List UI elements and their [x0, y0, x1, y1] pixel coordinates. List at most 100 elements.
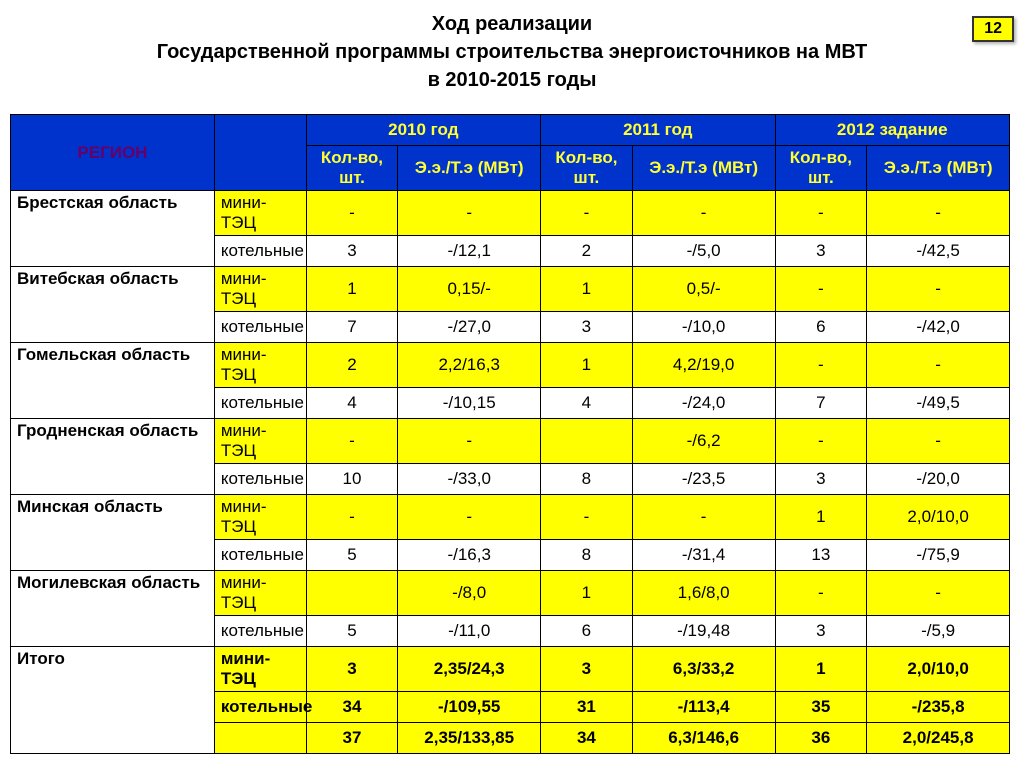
cell: - [867, 571, 1010, 616]
table-row: Витебская областьмини-ТЭЦ10,15/-10,5/--- [11, 267, 1010, 312]
type-cell: котельные [214, 540, 306, 571]
cell: - [398, 495, 541, 540]
hdr-pwr-1: Э.э./Т.э (МВт) [398, 146, 541, 191]
title-block: Ход реализации Государственной программы… [0, 10, 1024, 94]
region-name: Гродненская область [11, 419, 215, 495]
cell: 1 [541, 571, 633, 616]
cell [541, 419, 633, 464]
cell: 8 [541, 540, 633, 571]
cell: -/42,5 [867, 236, 1010, 267]
type-cell: мини-ТЭЦ [214, 419, 306, 464]
total-label: Итого [11, 647, 215, 754]
cell: -/10,0 [632, 312, 775, 343]
cell: 5 [306, 540, 398, 571]
type-cell: мини-ТЭЦ [214, 343, 306, 388]
title-2: Государственной программы строительства … [0, 38, 1024, 66]
cell: 0,15/- [398, 267, 541, 312]
cell: 1,6/8,0 [632, 571, 775, 616]
cell: 3 [775, 236, 867, 267]
cell: 2,0/10,0 [867, 495, 1010, 540]
cell: - [775, 191, 867, 236]
cell: 3 [306, 647, 398, 692]
type-cell: котельные [214, 312, 306, 343]
cell: 4,2/19,0 [632, 343, 775, 388]
cell: - [867, 419, 1010, 464]
type-cell: котельные [214, 464, 306, 495]
cell: 6 [775, 312, 867, 343]
cell: - [541, 495, 633, 540]
cell: -/109,55 [398, 692, 541, 723]
region-name: Гомельская область [11, 343, 215, 419]
cell: 5 [306, 616, 398, 647]
cell: - [775, 267, 867, 312]
cell: 2,0/10,0 [867, 647, 1010, 692]
hdr-region: РЕГИОН [11, 115, 215, 191]
cell: -/75,9 [867, 540, 1010, 571]
cell: 3 [775, 616, 867, 647]
cell: 37 [306, 723, 398, 754]
region-name: Витебская область [11, 267, 215, 343]
type-cell: котельные [214, 236, 306, 267]
cell: -/235,8 [867, 692, 1010, 723]
cell: - [398, 419, 541, 464]
cell: -/33,0 [398, 464, 541, 495]
cell: - [306, 419, 398, 464]
table-row: Гомельская областьмини-ТЭЦ22,2/16,314,2/… [11, 343, 1010, 388]
cell: -/6,2 [632, 419, 775, 464]
cell: 31 [541, 692, 633, 723]
cell: -/27,0 [398, 312, 541, 343]
cell: -/42,0 [867, 312, 1010, 343]
cell: 1 [306, 267, 398, 312]
cell: - [541, 191, 633, 236]
cell: 6,3/146,6 [632, 723, 775, 754]
table-row: Брестская областьмини-ТЭЦ------ [11, 191, 1010, 236]
cell: 1 [775, 647, 867, 692]
type-cell: мини-ТЭЦ [214, 647, 306, 692]
cell: 1 [541, 343, 633, 388]
cell: -/20,0 [867, 464, 1010, 495]
cell: 6,3/33,2 [632, 647, 775, 692]
cell: -/10,15 [398, 388, 541, 419]
cell: -/23,5 [632, 464, 775, 495]
hdr-pwr-3: Э.э./Т.э (МВт) [867, 146, 1010, 191]
cell: - [775, 571, 867, 616]
type-cell: котельные [214, 388, 306, 419]
cell: -/5,9 [867, 616, 1010, 647]
type-cell: котельные [214, 692, 306, 723]
type-cell: мини-ТЭЦ [214, 267, 306, 312]
cell: 2,0/245,8 [867, 723, 1010, 754]
hdr-2011: 2011 год [541, 115, 775, 146]
cell: -/49,5 [867, 388, 1010, 419]
hdr-qty-2: Кол-во, шт. [541, 146, 633, 191]
cell: -/11,0 [398, 616, 541, 647]
title-3: в 2010-2015 годы [0, 66, 1024, 94]
cell: -/31,4 [632, 540, 775, 571]
cell: - [632, 495, 775, 540]
cell: - [775, 419, 867, 464]
cell: 6 [541, 616, 633, 647]
page-number-badge: 12 [972, 16, 1014, 42]
cell: - [398, 191, 541, 236]
cell: 0,5/- [632, 267, 775, 312]
data-table: РЕГИОН 2010 год 2011 год 2012 задание Ко… [10, 114, 1010, 754]
hdr-blank [214, 115, 306, 191]
cell: 2,35/24,3 [398, 647, 541, 692]
total-row: Итогомини-ТЭЦ32,35/24,336,3/33,212,0/10,… [11, 647, 1010, 692]
cell: 2,2/16,3 [398, 343, 541, 388]
region-name: Брестская область [11, 191, 215, 267]
title-1: Ход реализации [0, 10, 1024, 38]
type-cell: мини-ТЭЦ [214, 571, 306, 616]
cell: - [306, 191, 398, 236]
cell: - [775, 343, 867, 388]
cell: - [867, 343, 1010, 388]
cell: - [867, 267, 1010, 312]
cell: - [306, 495, 398, 540]
table-row: Могилевская областьмини-ТЭЦ-/8,011,6/8,0… [11, 571, 1010, 616]
cell: 3 [306, 236, 398, 267]
cell: 2,35/133,85 [398, 723, 541, 754]
cell: 1 [775, 495, 867, 540]
hdr-pwr-2: Э.э./Т.э (МВт) [632, 146, 775, 191]
cell: 4 [306, 388, 398, 419]
cell: 2 [306, 343, 398, 388]
cell: 7 [306, 312, 398, 343]
